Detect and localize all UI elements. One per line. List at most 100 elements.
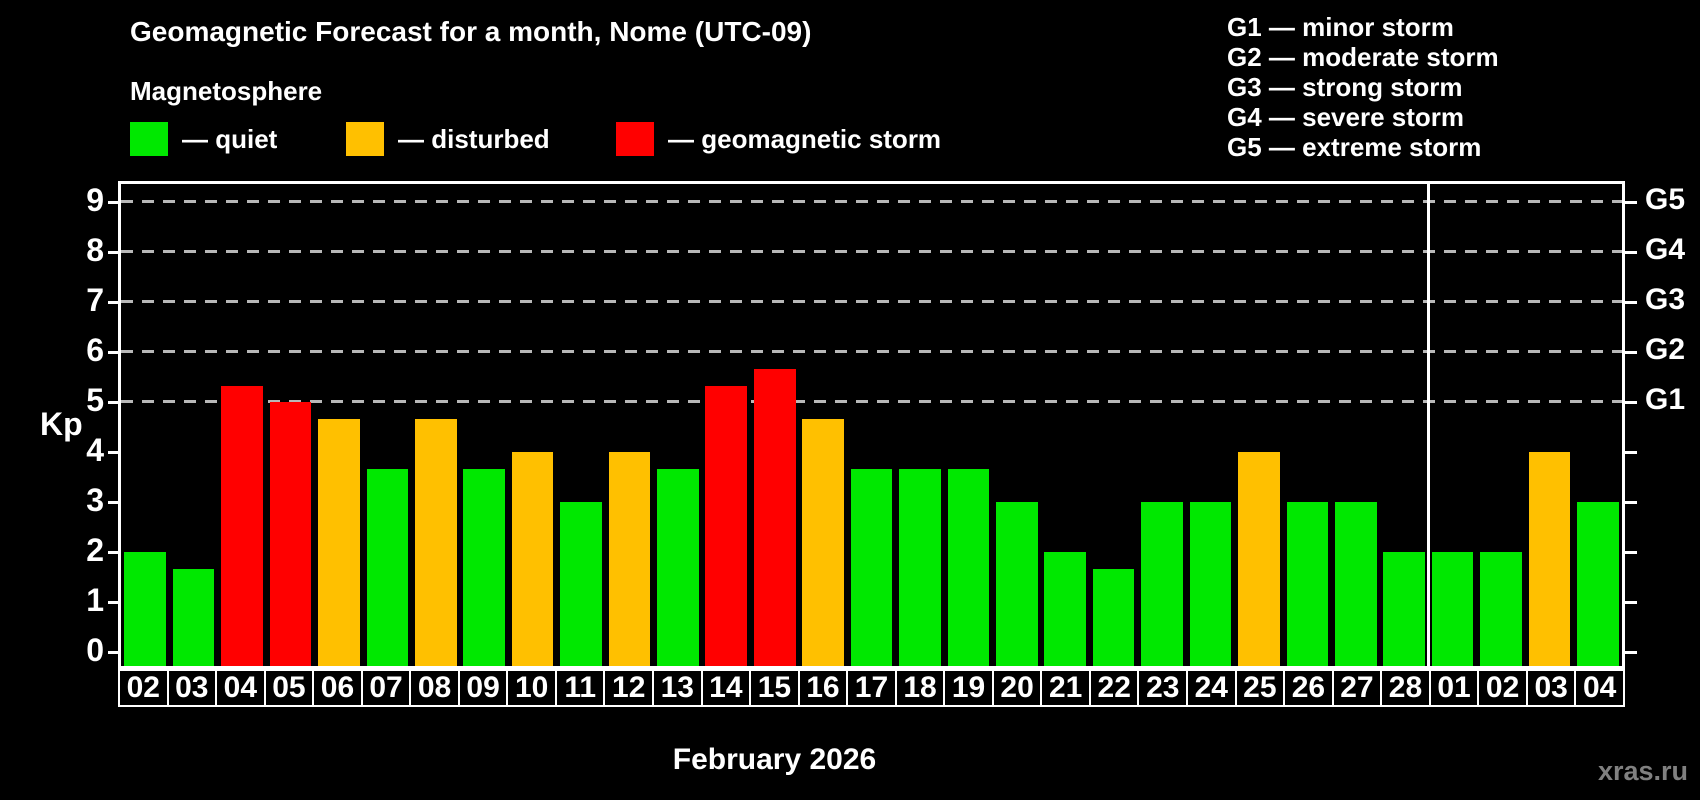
month-boundary-line	[1426, 184, 1430, 666]
day-label: 20	[991, 669, 1043, 707]
g1-legend-line: G1 — minor storm	[1227, 12, 1454, 42]
day-label: 17	[846, 669, 897, 707]
right-axis-tick	[1625, 300, 1637, 304]
bar-slot	[847, 184, 895, 666]
gridline-kp9	[121, 200, 1622, 203]
bar-slot	[508, 184, 556, 666]
kp-bar-day-24	[1189, 502, 1232, 666]
day-label: 28	[1380, 669, 1431, 707]
right-axis-tick	[1625, 550, 1637, 554]
bar-slot	[1041, 184, 1089, 666]
bar-slot	[896, 184, 944, 666]
bar-slot	[944, 184, 992, 666]
watermark: xras.ru	[1597, 756, 1688, 786]
day-label: 04	[1574, 669, 1625, 707]
left-axis-tick	[108, 400, 118, 404]
right-axis-label-g3: G3	[1645, 283, 1686, 316]
y-axis-tick-label: 3	[86, 482, 104, 518]
day-label: 02	[1477, 669, 1528, 707]
right-axis-label-g2: G2	[1645, 333, 1686, 366]
day-label: 10	[506, 669, 557, 707]
right-axis-label-g5: G5	[1645, 183, 1686, 216]
y-axis-tick-label: 6	[86, 332, 104, 368]
day-label: 07	[360, 669, 412, 707]
bar-slot	[266, 184, 314, 666]
left-axis-tick	[108, 300, 118, 304]
kp-bar-day-12	[608, 452, 651, 666]
kp-bar-day-16	[802, 418, 844, 666]
right-axis-label-g4: G4	[1645, 233, 1686, 266]
bar-slot	[1186, 184, 1234, 666]
legend-item-disturbed: — disturbed	[346, 120, 550, 158]
bar-slot	[799, 184, 847, 666]
right-axis-tick	[1625, 650, 1637, 654]
day-label: 18	[894, 669, 946, 707]
kp-bar-day-14	[705, 385, 748, 666]
kp-bar-day-17	[850, 468, 893, 666]
bar-slot	[315, 184, 363, 666]
gridline-kp7	[121, 300, 1622, 303]
y-axis-tick-label: 2	[86, 532, 104, 568]
day-label: 02	[118, 669, 169, 707]
bar-slot	[1283, 184, 1331, 666]
kp-bar-day-04	[221, 385, 263, 666]
right-axis-tick	[1625, 250, 1637, 254]
bar-slot	[1428, 184, 1476, 666]
kp-bar-day-08	[414, 418, 457, 666]
disturbed-legend-label: — disturbed	[398, 123, 550, 154]
left-axis-tick	[108, 250, 118, 254]
day-label: 27	[1331, 669, 1383, 707]
storm-scale-legend: G1 — minor storm G2 — moderate storm G3 …	[1227, 12, 1499, 162]
kp-bar-day-04	[1577, 502, 1619, 666]
bar-slot	[1089, 184, 1137, 666]
month-label: February 2026	[672, 743, 877, 776]
storm-legend-label: — geomagnetic storm	[668, 123, 942, 154]
day-label: 23	[1137, 669, 1189, 707]
y-axis-tick-label: 8	[86, 232, 104, 268]
g2-legend-line: G2 — moderate storm	[1227, 42, 1499, 72]
legend-item-storm: — geomagnetic storm	[616, 120, 941, 158]
bar-slot	[363, 184, 411, 666]
kp-bar-day-18	[899, 468, 941, 666]
kp-bar-day-10	[511, 452, 554, 666]
day-label: 19	[943, 669, 994, 707]
left-axis-tick	[108, 550, 118, 554]
kp-bar-day-11	[560, 502, 602, 666]
day-label: 09	[457, 669, 509, 707]
kp-bar-day-05	[269, 402, 312, 666]
kp-bar-day-01	[1431, 552, 1474, 666]
bar-slot	[654, 184, 702, 666]
right-axis-tick	[1625, 350, 1637, 354]
kp-bar-day-21	[1044, 552, 1087, 666]
y-axis-tick-label: 5	[86, 382, 104, 418]
kp-bar-day-03	[1528, 452, 1571, 666]
bar-slot	[1574, 184, 1622, 666]
kp-bar-day-02	[124, 552, 167, 666]
day-label: 16	[797, 669, 849, 707]
x-axis-day-labels: 02 03 04 05 06 07 08 09 10 11 12 13 14 15 16 17 18 19 20 21…	[118, 669, 1625, 707]
storm-color-swatch	[616, 122, 654, 156]
bar-slot	[605, 184, 653, 666]
left-axis-tick	[108, 200, 118, 204]
plot-area	[118, 181, 1625, 669]
bar-slot	[412, 184, 460, 666]
bar-slot	[460, 184, 508, 666]
day-label: 08	[409, 669, 460, 707]
kp-bar-day-15	[753, 368, 796, 666]
day-label: 22	[1088, 669, 1140, 707]
left-axis-tick	[108, 350, 118, 354]
bar-slot	[557, 184, 605, 666]
disturbed-color-swatch	[346, 122, 384, 156]
left-axis-tick	[108, 600, 118, 604]
gridline-kp5	[121, 400, 1622, 403]
gridline-kp8	[121, 250, 1622, 253]
day-label: 13	[652, 669, 703, 707]
y-axis-tick-label: 4	[86, 432, 104, 468]
day-label: 12	[603, 669, 655, 707]
left-axis-tick	[108, 500, 118, 504]
y-axis-title: Kp	[40, 406, 83, 442]
chart-title: Geomagnetic Forecast for a month, Nome (…	[130, 16, 812, 47]
left-axis-tick	[108, 650, 118, 654]
right-axis-tick	[1625, 200, 1637, 204]
